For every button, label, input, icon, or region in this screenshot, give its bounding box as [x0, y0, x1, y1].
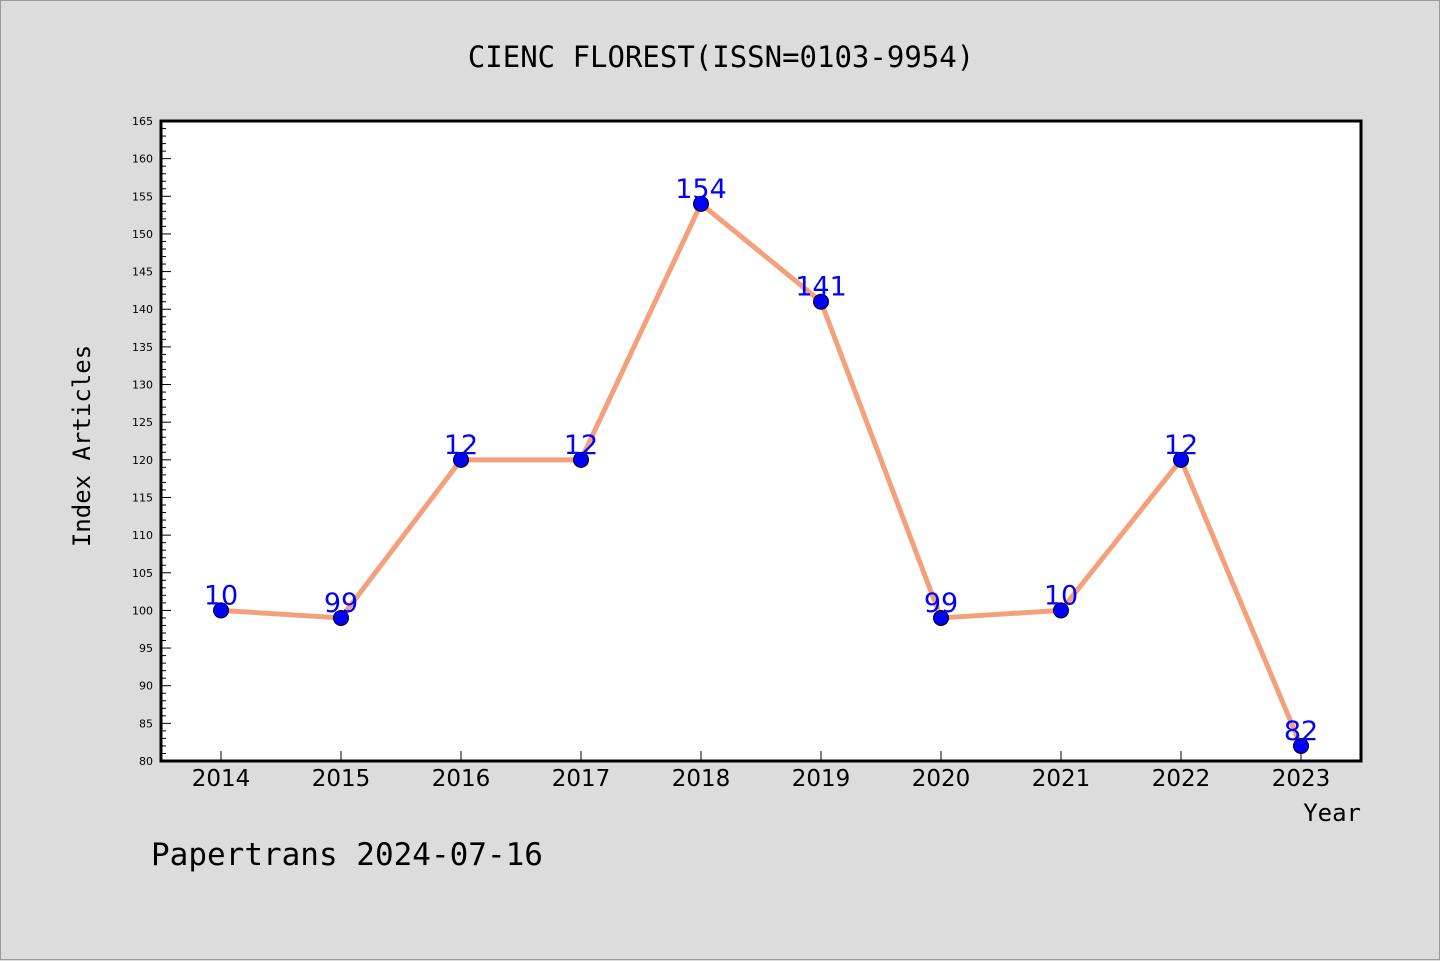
y-tick-label: 165: [132, 115, 153, 128]
y-tick-label: 150: [132, 228, 153, 241]
data-point: [693, 195, 709, 212]
x-axis: 2014 2015 2016 2017 2018 2019 2020 2021 2022 2023: [192, 751, 1331, 792]
y-tick-label: 90: [139, 680, 153, 693]
data-label: 99: [324, 588, 358, 619]
x-tick-label: 2017: [552, 766, 611, 792]
x-axis-label: Year: [1303, 799, 1361, 827]
data-label: 154: [675, 174, 727, 205]
data-label: 99: [924, 588, 958, 619]
y-tick-label: 140: [132, 303, 153, 316]
footer-stamp: Papertrans 2024-07-16: [151, 837, 543, 873]
y-axis: 80 85 90 95 100 105 110 115 120 125 130 135 140 145 15…: [132, 115, 171, 768]
plot-area: [159, 119, 1363, 763]
data-labels: 10 99 12 12 154 141 99 10 12 82: [204, 174, 1318, 747]
y-tick-label: 80: [139, 755, 153, 768]
y-axis-label: Index Articles: [68, 345, 96, 547]
x-tick-label: 2014: [192, 766, 251, 792]
x-tick-label: 2022: [1152, 766, 1211, 792]
y-tick-label: 155: [132, 190, 153, 203]
y-tick-label: 160: [132, 153, 153, 166]
y-tick-label: 135: [132, 341, 153, 354]
data-label: 12: [444, 430, 478, 461]
data-label: 10: [1044, 580, 1078, 611]
y-tick-label: 95: [139, 642, 153, 655]
data-point: [453, 451, 469, 468]
data-point: [813, 293, 829, 310]
y-tick-label: 120: [132, 454, 153, 467]
x-tick-label: 2021: [1032, 766, 1091, 792]
y-tick-label: 130: [132, 379, 153, 392]
y-tick-label: 100: [132, 604, 153, 617]
y-tick-label: 85: [139, 717, 153, 730]
chart-title: CIENC FLOREST(ISSN=0103-9954): [468, 40, 974, 74]
x-tick-label: 2020: [912, 766, 971, 792]
y-tick-label: 105: [132, 567, 153, 580]
data-label: 82: [1284, 716, 1318, 747]
data-point: [1293, 737, 1309, 754]
data-point: [333, 609, 349, 626]
x-tick-label: 2023: [1272, 766, 1331, 792]
data-point: [933, 609, 949, 626]
data-point: [573, 451, 589, 468]
y-tick-label: 145: [132, 266, 153, 279]
x-tick-label: 2015: [312, 766, 371, 792]
series-line: [218, 201, 1304, 749]
series-polyline: [218, 201, 1304, 749]
data-point: [1053, 602, 1069, 619]
x-tick-label: 2018: [672, 766, 731, 792]
data-label: 12: [1164, 430, 1198, 461]
y-tick-label: 115: [132, 491, 153, 504]
data-point: [213, 602, 229, 619]
y-tick-label: 125: [132, 416, 153, 429]
x-tick-label: 2016: [432, 766, 491, 792]
data-label: 12: [564, 430, 598, 461]
x-tick-label: 2019: [792, 766, 851, 792]
y-tick-label: 110: [132, 529, 153, 542]
data-label: 141: [795, 272, 847, 303]
data-label: 10: [204, 580, 238, 611]
series-markers: [213, 195, 1309, 754]
data-point: [1173, 451, 1189, 468]
